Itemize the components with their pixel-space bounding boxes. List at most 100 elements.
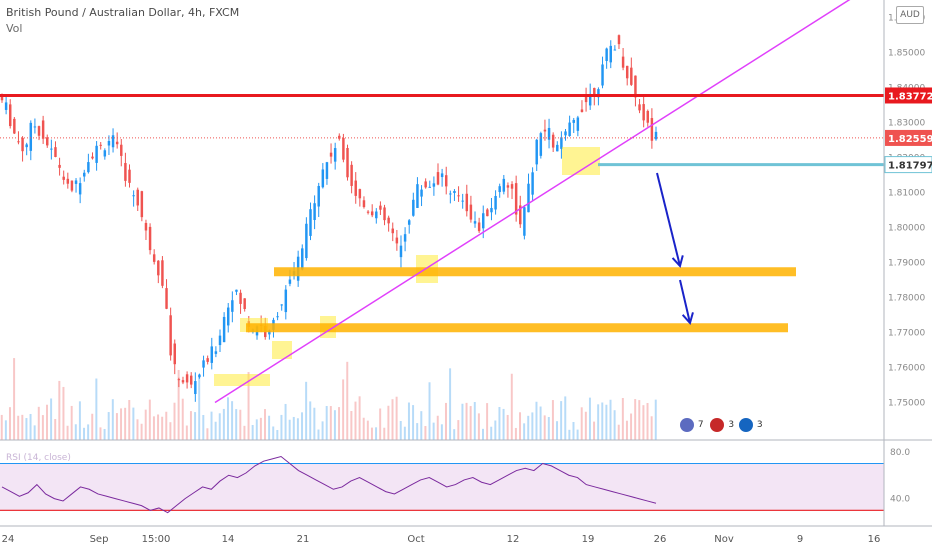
candle-body [338,135,341,139]
candle-body [309,209,312,236]
candle-body [412,199,415,216]
volume-bar [111,399,114,440]
candle-body [284,289,288,313]
volume-bar [206,428,209,440]
candle-body [654,131,658,140]
volume-bar [21,414,24,440]
volume-bar [469,406,472,440]
volume-bar [523,423,526,440]
volume-bar [444,402,447,440]
volume-bar [74,424,77,440]
candle-body [358,189,362,199]
candle-body [148,226,152,251]
candle-body [449,193,452,195]
candle-body [387,217,390,224]
candle-body [609,45,612,63]
candle-body [605,48,608,61]
candle-body [572,119,575,123]
candle-body [222,316,226,343]
volume-bar [276,429,279,440]
volume-bar [531,412,534,440]
candle-body [17,141,20,143]
volume-bar [46,404,48,440]
candle-body [391,228,394,234]
candle-body [46,137,49,146]
candle-body [226,307,230,326]
demand-zone [272,341,292,359]
flag-icon[interactable] [710,418,725,432]
candle-body [588,93,592,106]
y-tick-label: 1.75000 [888,399,925,409]
candle-body [650,118,654,141]
volume-bar [313,407,316,440]
volume-bar [621,398,624,440]
candle-body [457,195,460,197]
candle-body [646,110,650,123]
volume-bar [638,400,641,440]
volume-bar [329,406,332,440]
volume-bar [62,386,65,440]
candle-body [58,164,61,168]
volume-bar [292,416,295,440]
y-tick-label: 1.78000 [888,294,925,304]
symbol-title: British Pound / Australian Dollar, 4h, F… [6,6,240,19]
candle-body [152,254,156,262]
price-candles [0,34,658,402]
candle-body [173,343,176,365]
volume-bar [650,416,653,440]
volume-bar [25,418,28,440]
volume-bar [654,399,657,440]
volume-bar [358,396,361,440]
candle-body [556,144,559,152]
flag-icon[interactable] [680,418,694,432]
volume-bar [239,409,242,440]
volume-bar [449,368,452,440]
forecast-arrowhead [671,255,684,269]
candle-body [235,289,238,292]
volume-bar [457,420,460,440]
resistance-price-label: 1.83772 [888,91,932,102]
candle-body [33,126,37,128]
volume-bar [420,411,423,440]
volume-bar [494,420,497,440]
candle-body [128,169,131,183]
volume-bar [247,372,250,440]
support-price-label: 1.81797 [888,161,932,172]
candle-body [424,181,427,188]
candle-body [531,172,534,195]
volume-bar [391,399,394,440]
resistance-price-tag [885,87,932,104]
y-tick-label: 1.85000 [888,49,925,59]
volume-bar [551,400,554,440]
event-badges[interactable]: 7 3 3 [680,418,763,436]
volume-bar [288,419,291,440]
volume-bar [91,413,94,440]
candle-body [103,150,107,157]
candle-body [416,184,419,208]
candle-body [206,358,209,362]
forecast-arrowhead [681,312,694,326]
volume-bar [416,423,419,440]
volume-bar [560,401,563,440]
candle-body [342,137,345,160]
volume-bar [251,424,254,440]
volume-bar [41,415,44,440]
flag-icon[interactable] [738,418,753,432]
volume-bar [346,361,349,440]
volume-bar [95,378,98,440]
volume-bar [338,407,341,440]
candle-body [165,288,168,309]
y-tick-label: 1.76000 [888,364,925,374]
volume-bar [214,421,217,440]
rsi-tick-label: 40.0 [890,495,910,505]
volume-bar [144,409,147,440]
x-tick-label: 19 [582,534,595,545]
x-tick-label: 9 [797,534,803,545]
volume-bar [321,421,324,440]
volume-bar [78,401,81,440]
volume-bar [572,422,575,440]
candle-body [510,184,514,189]
currency-button[interactable]: AUD [896,6,924,24]
volume-bar [362,417,365,440]
volume-bar [453,429,456,440]
